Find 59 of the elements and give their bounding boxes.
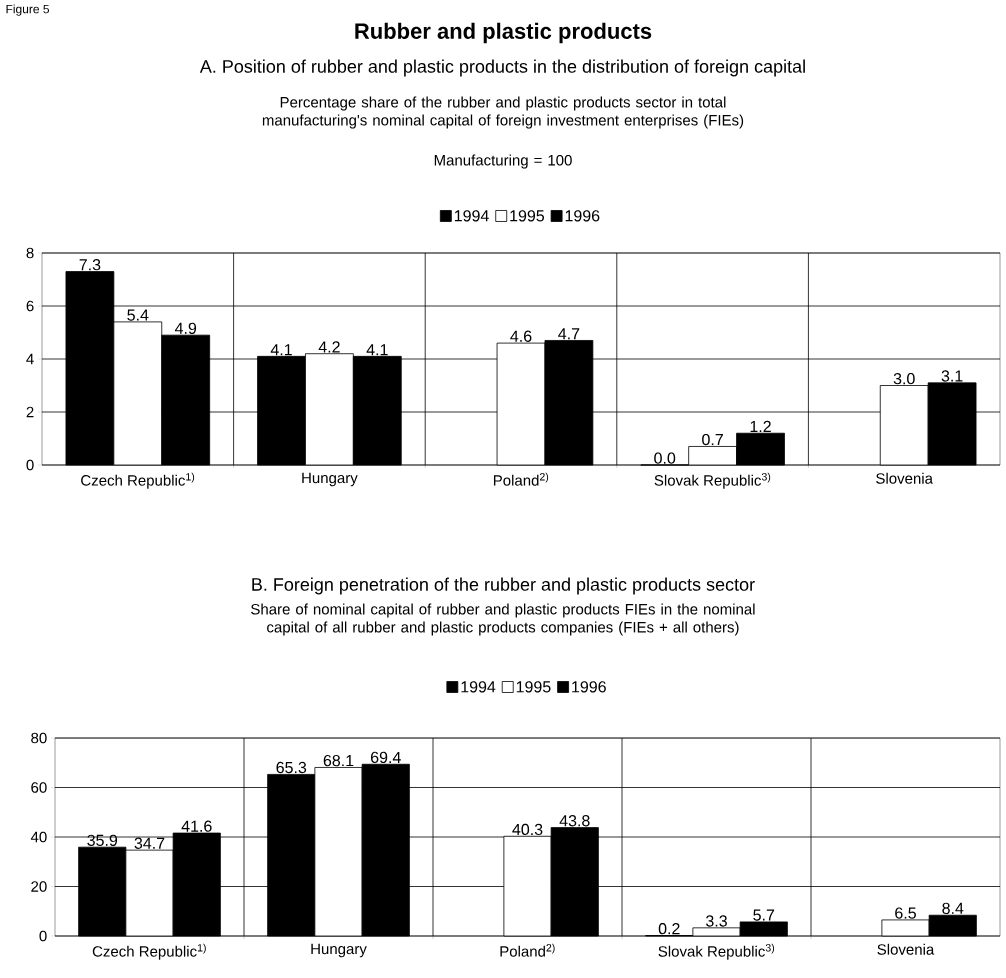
caption: Figure 5 bbox=[6, 4, 50, 16]
y-tick-label: 4 bbox=[26, 353, 34, 365]
data-label: 4.1 bbox=[366, 344, 388, 356]
data-label: 4.6 bbox=[510, 330, 532, 342]
x-tick-label: Slovenia bbox=[876, 472, 933, 484]
data-label: 3.3 bbox=[706, 915, 727, 927]
data-label: 4.9 bbox=[174, 322, 197, 334]
chart-subtitle: Share of nominal capital of rubber and plastic products FIEs in the nominal capital of all rubber and plastic products companies (FIEs + all others) bbox=[251, 603, 755, 636]
data-label: 3.0 bbox=[893, 372, 915, 385]
y-tick-label: 0 bbox=[39, 930, 47, 942]
y-tick-label: 8 bbox=[26, 247, 34, 259]
y-tick-label: 40 bbox=[30, 831, 47, 843]
legend-label: 1994 bbox=[461, 681, 496, 693]
data-label: 5.7 bbox=[753, 909, 775, 921]
data-label: 41.6 bbox=[181, 820, 212, 832]
data-label: 3.1 bbox=[941, 370, 963, 382]
data-label: 65.3 bbox=[276, 761, 307, 774]
legend-label: 1994 bbox=[454, 210, 489, 222]
legend-label: 1995 bbox=[516, 681, 551, 693]
chart-title: Rubber and plastic products bbox=[355, 22, 652, 44]
text: Manufacturing = 100 bbox=[434, 154, 572, 169]
data-label: 4.1 bbox=[270, 344, 292, 356]
data-label: 68.1 bbox=[323, 754, 354, 767]
x-tick-label: Slovenia bbox=[877, 943, 935, 955]
data-label: 1.2 bbox=[750, 420, 771, 433]
chart-subtitle: A. Position of rubber and plastic products in the distribution of foreign capital bbox=[199, 59, 805, 77]
data-label: 34.7 bbox=[134, 837, 165, 849]
data-label: 0.7 bbox=[702, 433, 723, 446]
y-tick-label: 80 bbox=[31, 732, 47, 744]
data-label: 7.3 bbox=[79, 259, 101, 271]
y-tick-label: 60 bbox=[31, 782, 47, 793]
data-label: 4.7 bbox=[558, 328, 580, 340]
chart-title: B. Foreign penetration of the rubber and plastic products sector bbox=[252, 577, 755, 595]
data-label: 6.5 bbox=[895, 907, 916, 919]
data-label: 4.2 bbox=[318, 341, 340, 353]
x-tick-label: Hungary bbox=[311, 943, 367, 958]
data-label: 43.8 bbox=[559, 815, 590, 827]
data-label: 69.4 bbox=[371, 751, 401, 764]
legend-label: 1996 bbox=[565, 210, 600, 222]
data-label: 35.9 bbox=[87, 834, 118, 846]
legend-label: 1996 bbox=[572, 681, 606, 693]
x-tick-label: Czech Republic$^{1)}$ bbox=[81, 472, 195, 489]
y-tick-label: 6 bbox=[26, 300, 34, 312]
text: Percentage share of the rubber and plastic products sector in total manufacturing's nominal capital of foreign investment enterprises (FIEs) bbox=[262, 96, 744, 129]
legend-label: 1995 bbox=[510, 210, 545, 222]
x-tick-label: Poland$^{2)}$ bbox=[500, 943, 555, 957]
x-tick-label: Hungary bbox=[302, 472, 358, 487]
x-tick-label: Poland$^{2)}$ bbox=[493, 472, 549, 486]
y-tick-label: 2 bbox=[26, 406, 34, 418]
data-label: 40.3 bbox=[512, 823, 543, 836]
y-tick-label: 0 bbox=[26, 459, 34, 471]
data-label: 0.0 bbox=[654, 452, 676, 464]
data-label: 5.4 bbox=[127, 309, 149, 321]
x-tick-label: Slovak Republic$^{3)}$ bbox=[658, 943, 775, 960]
x-tick-label: Slovak Republic$^{3)}$ bbox=[654, 472, 771, 489]
y-tick-label: 20 bbox=[31, 881, 47, 892]
data-label: 0.2 bbox=[658, 922, 680, 935]
x-tick-label: Czech Republic$^{1)}$ bbox=[92, 943, 206, 960]
data-label: 8.4 bbox=[942, 902, 964, 915]
